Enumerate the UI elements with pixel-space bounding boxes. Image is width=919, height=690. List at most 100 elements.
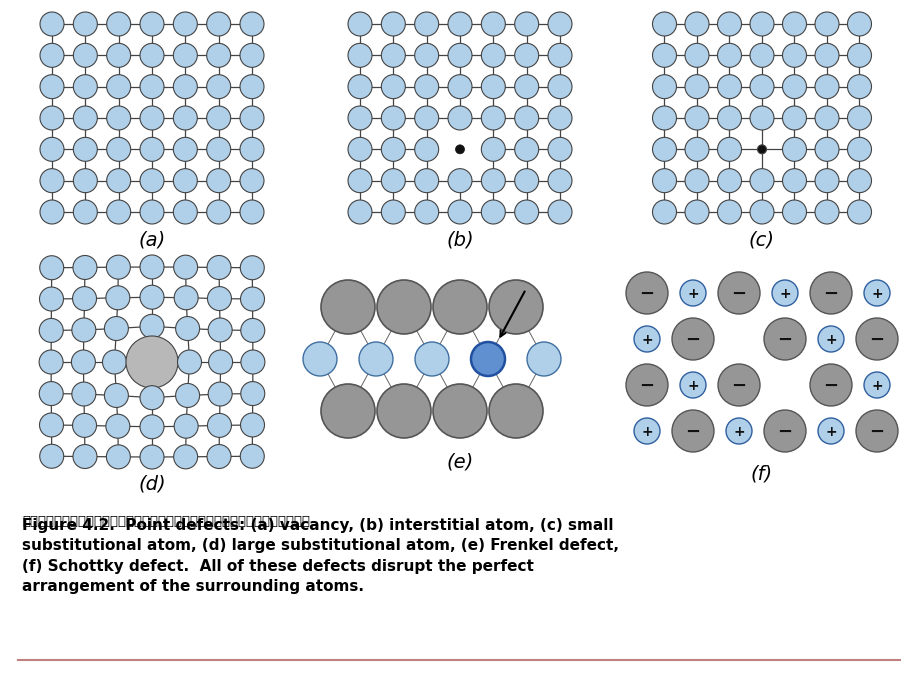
Circle shape — [347, 168, 371, 193]
Circle shape — [809, 364, 851, 406]
Text: +: + — [824, 333, 836, 347]
Circle shape — [471, 342, 505, 376]
Circle shape — [174, 255, 198, 279]
Circle shape — [481, 106, 505, 130]
Circle shape — [514, 168, 539, 193]
Circle shape — [140, 75, 164, 99]
Circle shape — [652, 168, 675, 193]
Circle shape — [40, 350, 63, 374]
Circle shape — [74, 75, 97, 99]
Circle shape — [548, 106, 572, 130]
Circle shape — [40, 106, 64, 130]
Circle shape — [173, 168, 197, 193]
Text: −: − — [639, 377, 653, 395]
Circle shape — [207, 255, 231, 279]
Circle shape — [489, 280, 542, 334]
Circle shape — [717, 168, 741, 193]
Text: (d): (d) — [138, 474, 165, 493]
Circle shape — [176, 317, 199, 341]
Circle shape — [514, 137, 539, 161]
Text: (c): (c) — [748, 230, 774, 249]
Circle shape — [455, 145, 464, 154]
Circle shape — [347, 75, 371, 99]
Text: +: + — [686, 379, 698, 393]
Circle shape — [679, 280, 705, 306]
Circle shape — [74, 43, 97, 68]
Circle shape — [104, 317, 129, 341]
Circle shape — [347, 200, 371, 224]
Circle shape — [104, 384, 129, 408]
Circle shape — [749, 12, 773, 36]
Circle shape — [652, 137, 675, 161]
Circle shape — [240, 168, 264, 193]
Circle shape — [107, 43, 130, 68]
Circle shape — [140, 255, 164, 279]
Circle shape — [107, 445, 130, 469]
Circle shape — [814, 43, 838, 68]
Text: +: + — [641, 425, 652, 439]
Text: (a): (a) — [138, 230, 165, 249]
Circle shape — [514, 200, 539, 224]
Circle shape — [140, 43, 164, 68]
Circle shape — [380, 43, 405, 68]
Circle shape — [489, 384, 542, 438]
Circle shape — [40, 43, 64, 68]
Circle shape — [207, 12, 231, 36]
Text: −: − — [823, 377, 837, 395]
Text: +: + — [870, 287, 882, 301]
Text: −: − — [777, 423, 791, 441]
Circle shape — [240, 287, 265, 311]
Circle shape — [73, 255, 96, 279]
Circle shape — [685, 106, 709, 130]
Circle shape — [749, 106, 773, 130]
Circle shape — [140, 168, 164, 193]
Circle shape — [846, 168, 870, 193]
Circle shape — [652, 200, 675, 224]
Circle shape — [380, 137, 405, 161]
Circle shape — [380, 168, 405, 193]
Circle shape — [176, 384, 199, 408]
Circle shape — [107, 12, 130, 36]
Circle shape — [209, 350, 233, 374]
Circle shape — [625, 272, 667, 314]
Circle shape — [548, 75, 572, 99]
Circle shape — [652, 75, 675, 99]
Circle shape — [652, 43, 675, 68]
Circle shape — [763, 410, 805, 452]
Circle shape — [207, 444, 231, 469]
Circle shape — [241, 318, 265, 342]
Circle shape — [107, 137, 130, 161]
Circle shape — [358, 342, 392, 376]
Circle shape — [782, 75, 806, 99]
Circle shape — [717, 106, 741, 130]
Circle shape — [448, 106, 471, 130]
Text: +: + — [641, 333, 652, 347]
Circle shape — [380, 75, 405, 99]
Text: −: − — [639, 285, 653, 303]
Circle shape — [448, 168, 471, 193]
Text: −: − — [777, 331, 791, 349]
Circle shape — [241, 350, 265, 374]
Circle shape — [814, 12, 838, 36]
Text: +: + — [686, 287, 698, 301]
Text: (e): (e) — [446, 453, 473, 472]
Circle shape — [173, 75, 197, 99]
Circle shape — [140, 386, 164, 410]
Circle shape — [633, 418, 659, 444]
Circle shape — [208, 382, 232, 406]
Circle shape — [514, 43, 539, 68]
Circle shape — [433, 384, 486, 438]
Circle shape — [782, 168, 806, 193]
Circle shape — [809, 272, 851, 314]
Circle shape — [414, 342, 448, 376]
Circle shape — [74, 168, 97, 193]
Circle shape — [685, 12, 709, 36]
Circle shape — [548, 168, 572, 193]
Circle shape — [814, 106, 838, 130]
Circle shape — [208, 286, 232, 310]
Circle shape — [717, 272, 759, 314]
Circle shape — [514, 106, 539, 130]
Circle shape — [846, 12, 870, 36]
Circle shape — [140, 137, 164, 161]
Circle shape — [74, 200, 97, 224]
